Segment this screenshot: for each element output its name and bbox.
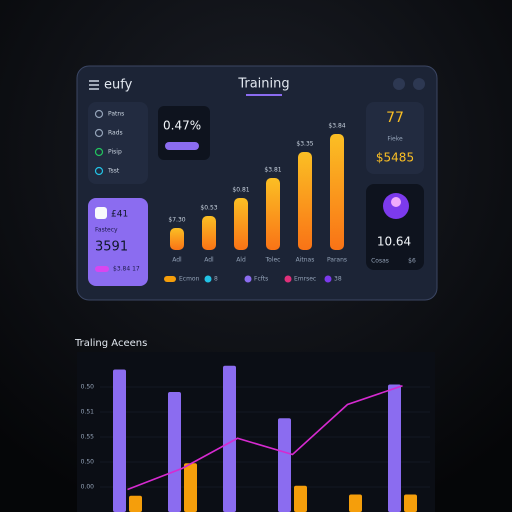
- legend-swatch: [204, 275, 212, 283]
- bar: [223, 365, 236, 512]
- menu-item[interactable]: Tsst: [94, 166, 120, 176]
- profile-pill: [95, 266, 109, 272]
- rate-button[interactable]: [165, 142, 199, 150]
- profile-value: 3591: [95, 240, 128, 255]
- menu-label: Patns: [108, 111, 124, 118]
- legend-swatch: [324, 275, 332, 283]
- profile-label: Fastecy: [95, 227, 118, 234]
- bar-annotation: $7.30: [168, 217, 185, 224]
- legend: Ecmon 8 Fcfts Emrsec 38: [164, 275, 342, 283]
- profile-badge: £41: [111, 210, 128, 220]
- y-tick-label: 0.50: [81, 459, 95, 466]
- bar-chart: $7.30 Adl $0.53 Adl $0.81 Ald $3.81 Tolec $3.35 A…: [168, 123, 347, 264]
- menu-icon: [94, 166, 104, 176]
- bar: [266, 178, 280, 250]
- profile-card: [88, 198, 148, 286]
- legend-label: Emrsec: [294, 276, 316, 283]
- x-tick-label: Aitnas: [296, 257, 315, 264]
- bar: [234, 198, 248, 250]
- bar: [129, 495, 142, 512]
- menu-label: Rads: [108, 130, 123, 137]
- menu-label: Tsst: [107, 168, 120, 175]
- legend-swatch: [164, 276, 176, 282]
- profile-icon: [95, 207, 107, 219]
- icon-button[interactable]: [413, 78, 425, 90]
- legend-label: 8: [214, 276, 218, 283]
- x-tick-label: Adl: [204, 257, 214, 264]
- menu: Patns Rads Pisip Tsst: [94, 109, 125, 176]
- legend-swatch: [244, 275, 252, 283]
- stat-amount: $5485: [376, 151, 414, 165]
- user-value: 10.64: [377, 235, 411, 249]
- bar-annotation: $0.53: [200, 205, 217, 212]
- icon-button[interactable]: [393, 78, 405, 90]
- y-tick-label: 0.00: [81, 484, 95, 491]
- x-tick-label: Parans: [327, 257, 347, 264]
- menu-icon: [94, 128, 104, 138]
- bar: [202, 216, 216, 250]
- legend-label: Ecmon: [179, 276, 200, 283]
- menu-icon: [94, 147, 104, 157]
- bar: [298, 152, 312, 250]
- combo-chart: 0.50 0.51 0.55 0.50 0.00: [81, 365, 430, 512]
- x-tick-label: Adl: [172, 257, 182, 264]
- menu-item[interactable]: Pisip: [94, 147, 122, 157]
- y-tick-label: 0.50: [81, 384, 95, 391]
- menu-icon[interactable]: [89, 80, 99, 90]
- menu-icon: [94, 109, 104, 119]
- y-tick-label: 0.51: [81, 409, 95, 416]
- y-tick-label: 0.55: [81, 434, 95, 441]
- rate-value: 0.47%: [163, 119, 201, 133]
- user-card: [366, 184, 424, 270]
- bar: [113, 369, 126, 512]
- rate-card: [158, 106, 210, 160]
- bar: [404, 494, 417, 512]
- user-extra: $6: [408, 258, 416, 265]
- menu-item[interactable]: Rads: [94, 128, 123, 138]
- stat-card: [366, 102, 424, 174]
- menu-item[interactable]: Patns: [94, 109, 125, 119]
- bar-annotation: $3.35: [296, 141, 313, 148]
- stat-label: Fieke: [387, 136, 403, 143]
- chart-title: Traling Aceens: [74, 338, 147, 349]
- avatar-head: [391, 197, 401, 207]
- bar: [349, 494, 362, 512]
- bar-annotation: $3.84: [328, 123, 345, 130]
- legend-label: Fcfts: [254, 276, 268, 283]
- bar-annotation: $3.81: [264, 167, 281, 174]
- x-tick-label: Ald: [236, 257, 246, 264]
- bar: [184, 463, 197, 512]
- menu-panel: [88, 102, 148, 184]
- bar: [330, 134, 344, 250]
- page-title: Training: [237, 77, 289, 92]
- bar: [294, 485, 307, 512]
- bar: [278, 418, 291, 512]
- trend-line: [127, 384, 403, 491]
- legend-label: 38: [334, 276, 342, 283]
- bar-annotation: $0.81: [232, 187, 249, 194]
- bar: [170, 228, 184, 250]
- legend-swatch: [284, 275, 292, 283]
- x-tick-label: Tolec: [265, 257, 281, 264]
- stat-value: 77: [386, 110, 404, 126]
- menu-label: Pisip: [108, 149, 122, 156]
- logo: eufy: [104, 78, 133, 93]
- bar: [168, 392, 181, 512]
- user-label: Cosas: [371, 258, 389, 265]
- profile-footer: $3.84 17: [113, 266, 140, 273]
- bar: [388, 384, 401, 512]
